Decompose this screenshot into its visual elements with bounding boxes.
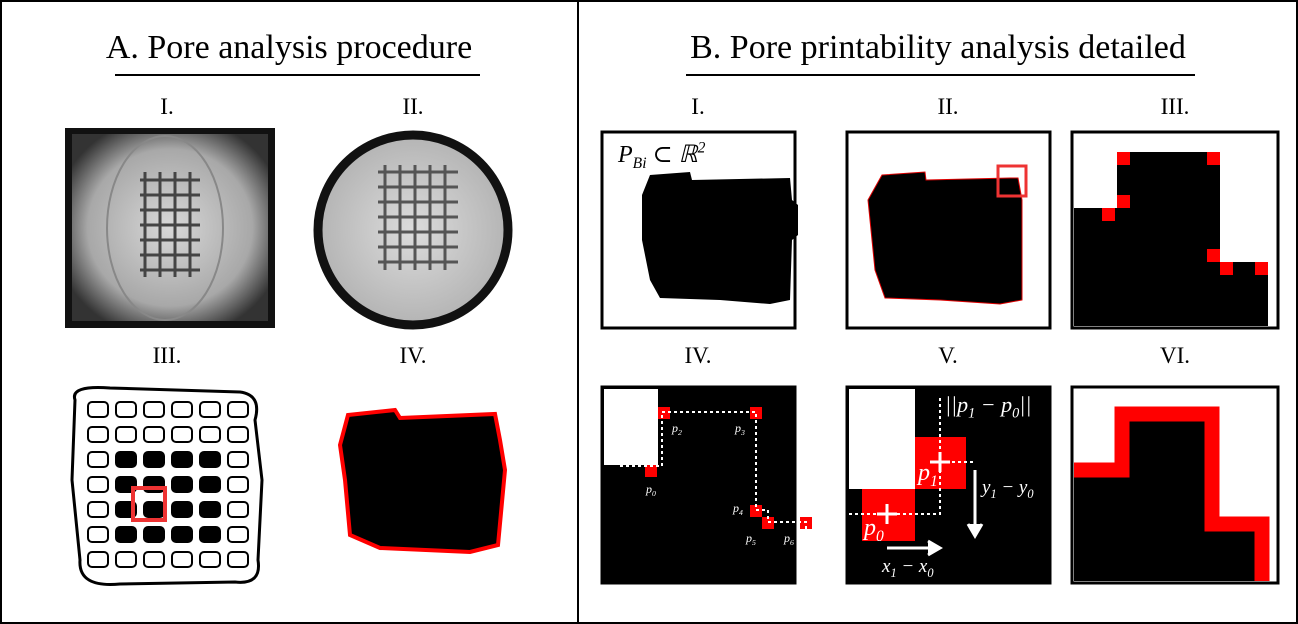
panel-label: I. — [160, 94, 173, 119]
pore — [88, 402, 108, 417]
math-part: 0 — [1012, 406, 1019, 422]
pore — [88, 527, 108, 542]
panel-label: II. — [402, 94, 423, 119]
math-part: ||p — [945, 392, 968, 417]
pore — [228, 402, 248, 417]
pore — [228, 552, 248, 567]
pore — [200, 527, 220, 542]
pore — [200, 552, 220, 567]
pore — [88, 552, 108, 567]
photo-circle — [318, 135, 508, 325]
math-part: 2 — [698, 139, 706, 156]
pore — [88, 452, 108, 467]
pore-shape — [642, 172, 798, 304]
pore — [228, 527, 248, 542]
panel-label: III. — [1161, 94, 1190, 119]
photo-well — [65, 128, 275, 328]
math-part: 3 — [740, 428, 745, 437]
math-part: p — [783, 531, 790, 545]
math-part: − y — [997, 477, 1028, 498]
pore — [144, 452, 164, 467]
pore — [116, 552, 136, 567]
math-part: p — [732, 501, 739, 515]
pore — [172, 527, 192, 542]
background — [804, 527, 812, 581]
pore — [116, 452, 136, 467]
math-part: ⊂ ℝ — [647, 142, 699, 168]
math-part: || — [1019, 392, 1031, 417]
panel-label: VI. — [1160, 343, 1190, 368]
figure: A. Pore analysis procedure B. Pore print… — [0, 0, 1298, 624]
title-a: A. Pore analysis procedure — [106, 29, 472, 66]
pore — [88, 427, 108, 442]
math-part: Bi — [633, 155, 647, 172]
pore — [200, 502, 220, 517]
pore — [228, 452, 248, 467]
pore — [116, 402, 136, 417]
math-part: P — [617, 142, 633, 168]
pore — [144, 552, 164, 567]
math-label: PBi​ ⊂ ℝ2​ — [617, 139, 706, 172]
math-part: p — [671, 421, 678, 435]
pore — [88, 502, 108, 517]
math-part: 0 — [876, 528, 884, 545]
pore — [88, 477, 108, 492]
pore — [228, 427, 248, 442]
pore — [172, 502, 192, 517]
math-part: 1 — [968, 406, 975, 422]
math-part: 4 — [739, 508, 743, 517]
pore — [144, 502, 164, 517]
math-part: y — [980, 477, 991, 498]
pore — [200, 452, 220, 467]
panel-label: III. — [153, 343, 182, 368]
math-label: x1​ − x0​ — [881, 556, 934, 580]
math-part: p — [645, 482, 652, 496]
math-part: 0 — [652, 489, 656, 498]
math-part: 6 — [790, 538, 794, 547]
pore — [172, 552, 192, 567]
title-b: B. Pore printability analysis detailed — [690, 29, 1186, 66]
pore — [172, 477, 192, 492]
pore-map — [72, 388, 262, 585]
pore — [200, 477, 220, 492]
pore — [116, 527, 136, 542]
math-part: 0 — [927, 566, 934, 580]
math-label: y1​ − y0​ — [980, 477, 1034, 501]
math-part: 5 — [752, 538, 756, 547]
pore — [172, 402, 192, 417]
pore — [172, 452, 192, 467]
math-part: 2 — [678, 428, 682, 437]
pore — [228, 477, 248, 492]
math-part: 0 — [1027, 487, 1034, 501]
pore-shape — [340, 410, 505, 552]
pore — [172, 427, 192, 442]
math-part: p — [862, 515, 876, 541]
pore — [116, 427, 136, 442]
panel-label: IV. — [399, 343, 426, 368]
pore — [144, 402, 164, 417]
math-part: p — [646, 448, 653, 462]
math-part: p — [734, 421, 741, 435]
math-part: p — [745, 531, 752, 545]
math-part: − x — [897, 556, 928, 577]
pore — [200, 427, 220, 442]
panel-label: V. — [938, 343, 957, 368]
math-part: 1 — [930, 473, 938, 490]
pore — [200, 402, 220, 417]
panel-label: IV. — [684, 343, 711, 368]
pore — [144, 527, 164, 542]
math-part: − p — [975, 392, 1012, 417]
pore — [228, 502, 248, 517]
panel-label: II. — [937, 94, 958, 119]
panel-label: I. — [691, 94, 704, 119]
pore — [144, 427, 164, 442]
math-part: 1 — [653, 455, 657, 464]
math-part: p — [916, 460, 930, 486]
background — [849, 389, 915, 489]
